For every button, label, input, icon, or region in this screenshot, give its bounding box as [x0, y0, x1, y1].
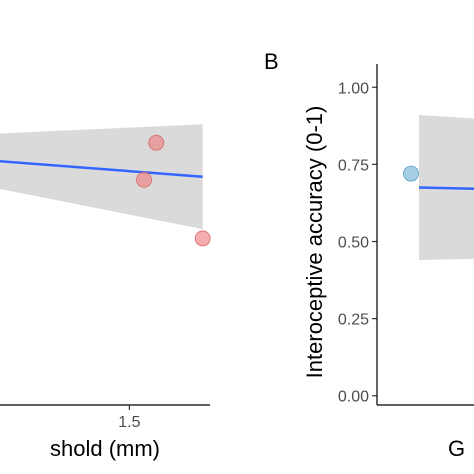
regression-line: [418, 186, 474, 190]
y-axis-label: Interoceptive accuracy (0-1): [302, 106, 327, 379]
data-points: [403, 165, 419, 182]
data-point: [194, 230, 211, 247]
x-tick-label: 1.5: [118, 414, 140, 431]
y-tick-label: 0.75: [338, 157, 369, 174]
y-tick-label: 0.00: [338, 389, 369, 406]
y-tick-label: 1.00: [338, 80, 369, 97]
x-ticks: 1.5: [118, 405, 141, 431]
data-point: [403, 165, 419, 182]
x-axis-label: shold (mm): [50, 436, 160, 461]
confidence-band: [0, 124, 203, 230]
data-point: [136, 171, 152, 188]
y-tick-label: 0.25: [338, 312, 369, 329]
y-tick-label: 0.50: [338, 235, 369, 252]
panel-a: 1.5 shold (mm): [0, 124, 211, 461]
y-ticks: 0.00 0.25 0.50 0.75 1.00: [338, 80, 377, 406]
regression-line: [0, 160, 203, 178]
data-point: [148, 134, 165, 151]
x-axis-label: G: [448, 436, 465, 461]
data-points: [136, 134, 211, 247]
panel-label: B: [264, 49, 279, 74]
panel-b: B Interoceptive accuracy (0-1) 0.000.250…: [264, 49, 474, 461]
